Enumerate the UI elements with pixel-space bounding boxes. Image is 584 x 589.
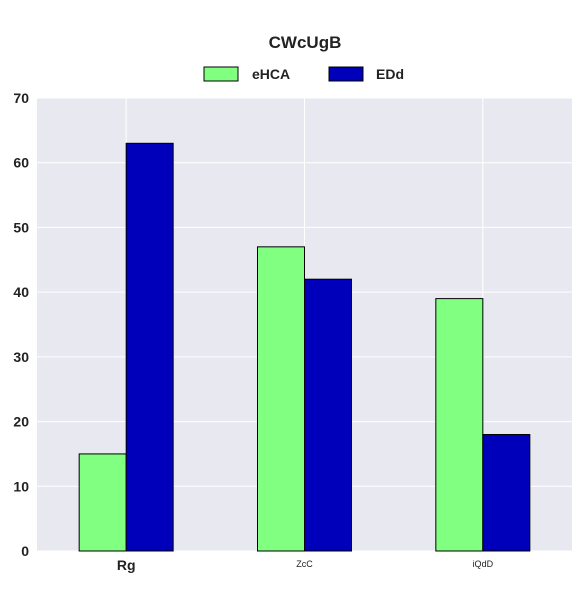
y-tick-label: 40 <box>13 284 29 300</box>
y-tick-label: 10 <box>13 478 29 494</box>
x-tick-label: Rg <box>117 557 136 573</box>
y-tick-label: 60 <box>13 155 29 171</box>
y-tick-label: 30 <box>13 349 29 365</box>
legend-label-ehca: eHCA <box>252 66 290 82</box>
bar-ehca-iqdd <box>435 298 484 552</box>
bar-edd-zcc <box>304 278 352 552</box>
legend: eHCA EDd <box>203 66 404 82</box>
y-tick-label: 50 <box>13 219 29 235</box>
x-tick-label: ZcC <box>296 559 313 569</box>
legend-swatch-edd <box>328 66 364 82</box>
legend-swatch-ehca <box>203 66 239 82</box>
bar-edd-iqdd <box>482 434 531 552</box>
y-tick-label: 20 <box>13 414 29 430</box>
bar-ehca-zcc <box>257 246 305 552</box>
y-tick-label: 0 <box>21 543 29 559</box>
bar-ehca-rg <box>78 453 127 552</box>
x-axis: Rg ZcC iQdD <box>117 557 494 573</box>
y-axis: 0 10 20 30 40 50 60 70 <box>13 90 29 559</box>
bar-edd-rg <box>125 142 174 552</box>
legend-label-edd: EDd <box>376 66 404 82</box>
y-tick-label: 70 <box>13 90 29 106</box>
chart-title: CWcUgB <box>269 33 342 52</box>
x-tick-label: iQdD <box>473 559 494 569</box>
bars <box>78 142 531 552</box>
